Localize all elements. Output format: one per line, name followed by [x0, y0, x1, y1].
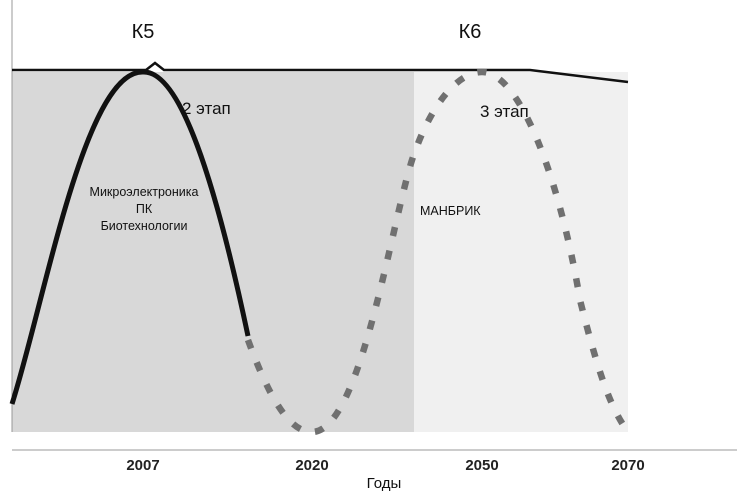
x-axis-title: Годы — [367, 475, 402, 491]
k5-region — [12, 72, 414, 432]
wave-label-k5: К5 — [132, 21, 155, 43]
k5-wave-curve — [9, 69, 251, 405]
x-tick-label: 2070 — [611, 457, 644, 474]
wave-label-k6: К6 — [459, 21, 482, 43]
tech-k5-pc: ПК — [136, 202, 153, 216]
envelope-line — [12, 61, 629, 84]
tech-k5-biotech: Биотехнологии — [101, 219, 188, 233]
x-tick-label: 2020 — [295, 457, 328, 474]
x-tick-label: 2050 — [465, 457, 498, 474]
k6-region — [414, 72, 628, 432]
tech-k6-manbrik: МАНБРИК — [420, 204, 481, 218]
stage-label-k6: 3 этап — [480, 102, 529, 121]
stage-label-k5: 2 этап — [182, 99, 231, 118]
x-tick-label: 2007 — [126, 457, 159, 474]
tech-k5-microelectronics: Микроэлектроника — [90, 185, 199, 199]
